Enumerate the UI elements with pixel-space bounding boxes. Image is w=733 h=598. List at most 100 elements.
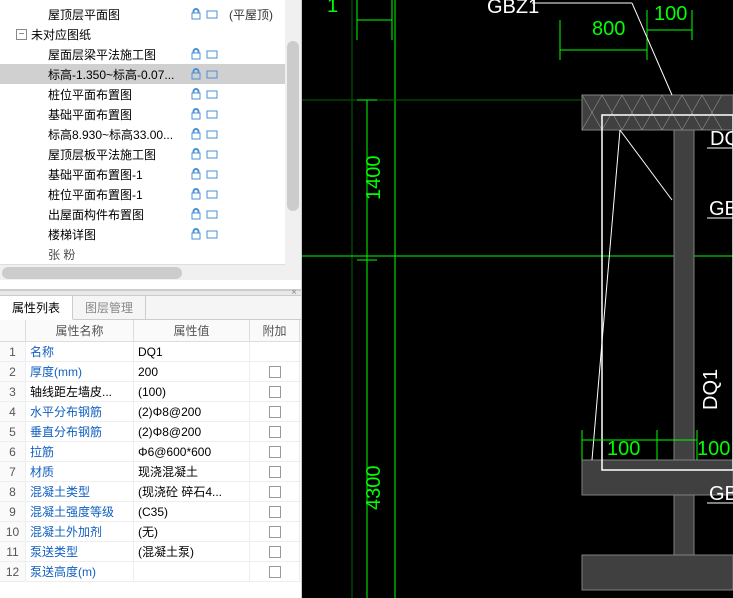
property-extra[interactable]: [250, 542, 300, 561]
folder-icon[interactable]: [205, 127, 219, 141]
property-value[interactable]: (现浇砼 碎石4...: [134, 482, 250, 501]
lock-icon[interactable]: [189, 7, 203, 21]
folder-icon[interactable]: [205, 207, 219, 221]
tree-item[interactable]: 标高-1.350~标高-0.07...: [0, 64, 301, 84]
folder-icon[interactable]: [205, 107, 219, 121]
folder-icon[interactable]: [205, 147, 219, 161]
property-row[interactable]: 2厚度(mm)200: [0, 362, 301, 382]
lock-icon[interactable]: [189, 147, 203, 161]
tree-item[interactable]: 屋面层梁平法施工图: [0, 44, 301, 64]
property-row[interactable]: 9混凝土强度等级(C35): [0, 502, 301, 522]
checkbox[interactable]: [269, 386, 281, 398]
property-value[interactable]: (C35): [134, 502, 250, 521]
row-index: 2: [0, 362, 26, 381]
property-name: 混凝土外加剂: [26, 522, 134, 541]
folder-icon[interactable]: [205, 67, 219, 81]
property-row[interactable]: 4水平分布钢筋(2)Φ8@200: [0, 402, 301, 422]
checkbox[interactable]: [269, 466, 281, 478]
checkbox[interactable]: [269, 566, 281, 578]
property-extra[interactable]: [250, 342, 300, 361]
lock-icon[interactable]: [189, 67, 203, 81]
tree-item[interactable]: 屋顶层平面图 (平屋顶): [0, 4, 301, 24]
property-row[interactable]: 11泵送类型(混凝土泵): [0, 542, 301, 562]
tree-label: 楼梯详图: [48, 226, 189, 243]
lock-icon[interactable]: [189, 207, 203, 221]
property-value[interactable]: DQ1: [134, 342, 250, 361]
tree-item[interactable]: 基础平面布置图-1: [0, 164, 301, 184]
property-value[interactable]: [134, 562, 250, 581]
property-extra[interactable]: [250, 422, 300, 441]
tree-item[interactable]: 楼梯详图: [0, 224, 301, 244]
property-extra[interactable]: [250, 382, 300, 401]
property-row[interactable]: 7材质现浇混凝土: [0, 462, 301, 482]
property-extra[interactable]: [250, 442, 300, 461]
folder-icon[interactable]: [205, 187, 219, 201]
tree-item[interactable]: 桩位平面布置图: [0, 84, 301, 104]
property-extra[interactable]: [250, 402, 300, 421]
scrollbar-horizontal[interactable]: [0, 264, 301, 280]
checkbox[interactable]: [269, 506, 281, 518]
tree-item[interactable]: 基础平面布置图: [0, 104, 301, 124]
folder-icon[interactable]: [205, 7, 219, 21]
row-index: 3: [0, 382, 26, 401]
property-row[interactable]: 8混凝土类型(现浇砼 碎石4...: [0, 482, 301, 502]
folder-icon[interactable]: [205, 47, 219, 61]
property-row[interactable]: 3轴线距左墙皮...(100): [0, 382, 301, 402]
folder-icon[interactable]: [205, 227, 219, 241]
property-extra[interactable]: [250, 462, 300, 481]
checkbox[interactable]: [269, 446, 281, 458]
lock-icon[interactable]: [189, 127, 203, 141]
tree-item[interactable]: 标高8.930~标高33.00...: [0, 124, 301, 144]
property-extra[interactable]: [250, 502, 300, 521]
tree-item-more[interactable]: 张 粉: [0, 244, 301, 264]
property-value[interactable]: (无): [134, 522, 250, 541]
lock-icon[interactable]: [189, 167, 203, 181]
property-value[interactable]: (2)Φ8@200: [134, 402, 250, 421]
collapse-icon[interactable]: −: [16, 29, 27, 40]
checkbox[interactable]: [269, 546, 281, 558]
property-extra[interactable]: [250, 362, 300, 381]
lock-icon[interactable]: [189, 107, 203, 121]
property-value[interactable]: 200: [134, 362, 250, 381]
property-value[interactable]: (100): [134, 382, 250, 401]
property-extra[interactable]: [250, 522, 300, 541]
property-value[interactable]: (混凝土泵): [134, 542, 250, 561]
checkbox[interactable]: [269, 486, 281, 498]
tree-label: 出屋面构件布置图: [48, 206, 189, 223]
tab-properties[interactable]: 属性列表: [0, 296, 73, 320]
property-value[interactable]: (2)Φ8@200: [134, 422, 250, 441]
tree-group[interactable]: − 未对应图纸: [0, 24, 301, 44]
property-row[interactable]: 10混凝土外加剂(无): [0, 522, 301, 542]
property-extra[interactable]: [250, 482, 300, 501]
checkbox[interactable]: [269, 406, 281, 418]
tree-item[interactable]: 桩位平面布置图-1: [0, 184, 301, 204]
property-row[interactable]: 6拉筋Φ6@600*600: [0, 442, 301, 462]
svg-text:1: 1: [327, 0, 338, 17]
folder-icon[interactable]: [205, 87, 219, 101]
property-extra[interactable]: [250, 562, 300, 581]
folder-icon[interactable]: [205, 167, 219, 181]
row-index: 1: [0, 342, 26, 361]
row-index: 7: [0, 462, 26, 481]
property-name: 拉筋: [26, 442, 134, 461]
property-row[interactable]: 1名称DQ1: [0, 342, 301, 362]
lock-icon[interactable]: [189, 87, 203, 101]
tree-item[interactable]: 屋顶层板平法施工图: [0, 144, 301, 164]
tree-item[interactable]: 出屋面构件布置图: [0, 204, 301, 224]
row-index: 6: [0, 442, 26, 461]
lock-icon[interactable]: [189, 47, 203, 61]
checkbox[interactable]: [269, 526, 281, 538]
property-value[interactable]: 现浇混凝土: [134, 462, 250, 481]
tab-layers[interactable]: 图层管理: [73, 296, 146, 320]
checkbox[interactable]: [269, 366, 281, 378]
property-row[interactable]: 12泵送高度(m): [0, 562, 301, 582]
row-index: 9: [0, 502, 26, 521]
scrollbar-vertical[interactable]: [285, 0, 301, 272]
lock-icon[interactable]: [189, 187, 203, 201]
property-value[interactable]: Φ6@600*600: [134, 442, 250, 461]
cad-viewport[interactable]: 1 1400 4300 800 100 100 100 GBZ1 DQ1 GBZ…: [302, 0, 733, 598]
property-row[interactable]: 5垂直分布钢筋(2)Φ8@200: [0, 422, 301, 442]
lock-icon[interactable]: [189, 227, 203, 241]
row-index: 12: [0, 562, 26, 581]
checkbox[interactable]: [269, 426, 281, 438]
